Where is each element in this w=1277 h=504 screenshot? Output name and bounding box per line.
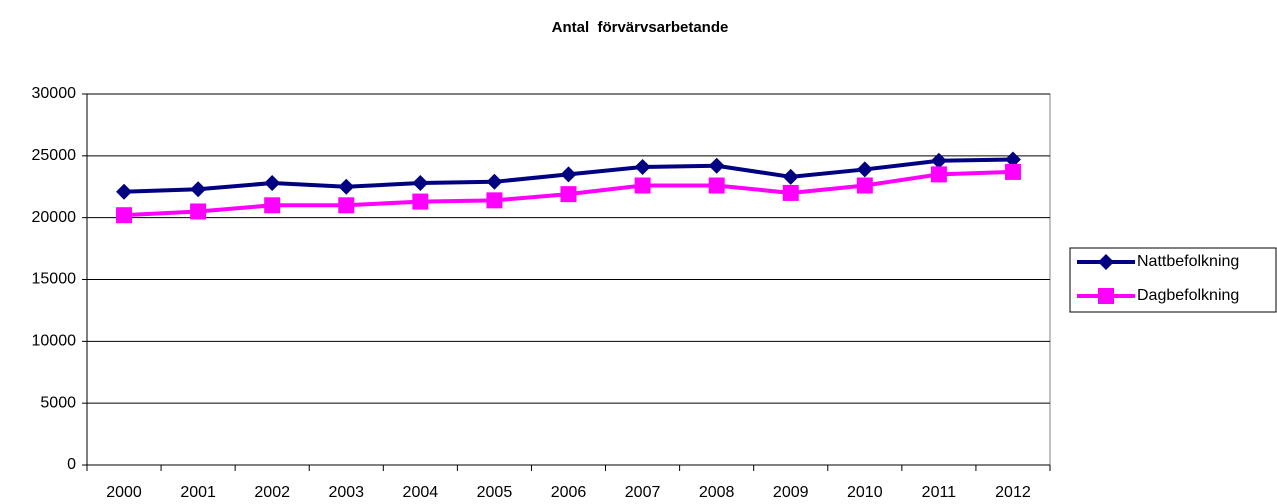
x-tick-label: 2004 <box>403 484 439 501</box>
marker <box>1098 288 1114 304</box>
x-tick-label: 2003 <box>328 484 364 501</box>
x-tick-label: 2001 <box>180 484 216 501</box>
marker <box>190 181 207 198</box>
marker <box>634 177 651 194</box>
x-tick-label: 2007 <box>625 484 661 501</box>
marker <box>856 177 873 194</box>
y-tick-label: 25000 <box>32 147 77 164</box>
marker <box>708 157 725 174</box>
marker <box>116 207 133 224</box>
marker <box>190 203 207 220</box>
y-tick-label: 5000 <box>40 394 76 411</box>
marker <box>708 177 725 194</box>
x-tick-label: 2011 <box>922 484 957 501</box>
marker <box>412 175 429 192</box>
y-tick-label: 20000 <box>32 209 77 226</box>
marker <box>486 173 503 190</box>
marker <box>930 152 947 169</box>
marker <box>264 175 281 192</box>
marker <box>634 158 651 175</box>
marker <box>338 178 355 195</box>
marker <box>116 183 133 200</box>
x-tick-label: 2009 <box>773 484 809 501</box>
marker <box>930 166 947 183</box>
chart-title: Antal förvärvsarbetande <box>552 19 729 36</box>
marker <box>856 161 873 178</box>
marker <box>1098 254 1114 270</box>
x-tick-label: 2010 <box>847 484 883 501</box>
marker <box>560 166 577 183</box>
marker <box>412 193 429 210</box>
marker <box>1004 151 1021 168</box>
x-tick-label: 2005 <box>477 484 513 501</box>
y-tick-label: 0 <box>67 456 76 473</box>
marker <box>1004 163 1021 180</box>
y-tick-label: 15000 <box>32 271 77 288</box>
marker <box>782 184 799 201</box>
y-tick-label: 10000 <box>32 333 77 350</box>
x-tick-label: 2008 <box>699 484 735 501</box>
y-tick-label: 30000 <box>32 85 77 102</box>
marker <box>782 168 799 185</box>
marker <box>338 197 355 214</box>
marker <box>486 192 503 209</box>
x-tick-label: 2012 <box>995 484 1031 501</box>
legend-label: Nattbefolkning <box>1137 253 1239 270</box>
x-tick-label: 2006 <box>551 484 587 501</box>
marker <box>264 197 281 214</box>
x-tick-label: 2000 <box>106 484 142 501</box>
marker <box>560 186 577 203</box>
x-tick-label: 2002 <box>254 484 290 501</box>
legend-label: Dagbefolkning <box>1137 287 1239 304</box>
